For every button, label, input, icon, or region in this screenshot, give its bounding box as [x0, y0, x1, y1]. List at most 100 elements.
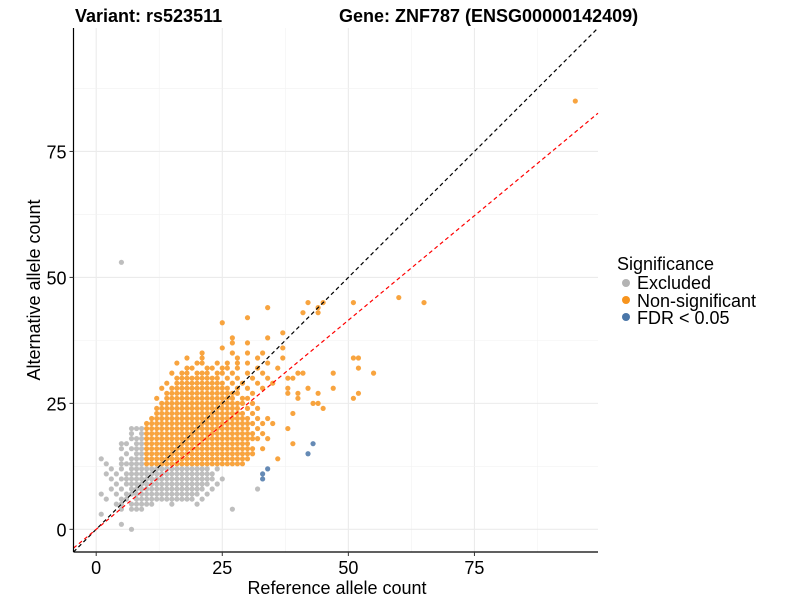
data-point — [239, 410, 246, 417]
data-point — [98, 456, 104, 462]
data-point — [118, 456, 125, 462]
data-point — [209, 390, 215, 396]
data-point — [199, 486, 205, 492]
data-point — [133, 456, 140, 462]
data-point — [174, 415, 180, 422]
data-point — [123, 441, 130, 447]
x-tick-label: 0 — [91, 558, 101, 578]
data-point — [229, 446, 235, 452]
data-point — [169, 420, 175, 427]
data-point — [249, 436, 256, 442]
data-point — [224, 446, 230, 452]
data-point — [275, 365, 281, 371]
data-point — [128, 506, 135, 512]
data-point — [244, 415, 251, 422]
data-point — [179, 471, 185, 477]
data-point — [204, 430, 210, 437]
data-point — [300, 370, 306, 376]
data-point — [214, 385, 220, 391]
data-point — [244, 405, 251, 412]
data-point — [350, 395, 357, 401]
data-point — [209, 395, 215, 401]
data-point — [209, 441, 215, 447]
data-point — [149, 420, 155, 427]
data-point — [219, 425, 225, 432]
data-point — [138, 466, 145, 472]
data-point — [224, 430, 230, 437]
data-point — [244, 441, 251, 447]
data-point — [194, 370, 200, 376]
data-point — [174, 395, 180, 401]
data-point — [305, 451, 311, 457]
points-layer — [98, 98, 578, 532]
data-point — [118, 259, 125, 265]
data-point — [169, 486, 175, 492]
data-point — [133, 451, 140, 457]
data-point — [199, 461, 205, 467]
data-point — [260, 350, 266, 356]
series-excluded — [98, 259, 261, 532]
data-point — [234, 390, 241, 396]
data-point — [199, 380, 205, 386]
data-point — [199, 390, 205, 396]
data-point — [209, 405, 215, 412]
data-point — [199, 370, 205, 376]
data-point — [239, 436, 246, 442]
data-point — [133, 436, 140, 442]
data-point — [189, 420, 195, 427]
data-point — [164, 476, 170, 482]
data-point — [159, 400, 165, 406]
data-point — [184, 456, 190, 462]
data-point — [184, 476, 190, 482]
data-point — [159, 425, 165, 432]
data-point — [128, 430, 135, 437]
data-point — [204, 385, 210, 391]
data-point — [214, 481, 220, 487]
data-point — [113, 491, 119, 497]
data-point — [219, 456, 225, 462]
data-point — [154, 441, 160, 447]
data-point — [154, 420, 160, 427]
data-point — [209, 375, 215, 381]
data-point — [234, 446, 241, 452]
data-point — [199, 441, 205, 447]
data-point — [149, 425, 155, 432]
data-point — [204, 461, 210, 467]
data-point — [194, 451, 200, 457]
data-point — [254, 380, 261, 386]
data-point — [239, 461, 246, 467]
data-point — [244, 420, 251, 427]
data-point — [204, 405, 210, 412]
data-point — [154, 410, 160, 417]
data-point — [159, 486, 165, 492]
data-point — [174, 471, 180, 477]
data-point — [295, 370, 301, 376]
data-point — [219, 415, 225, 422]
data-point — [154, 491, 160, 497]
data-point — [199, 350, 205, 356]
data-point — [355, 390, 362, 396]
data-point — [194, 501, 200, 507]
data-point — [164, 491, 170, 497]
data-point — [194, 430, 200, 437]
data-point — [229, 335, 235, 341]
data-point — [239, 451, 246, 457]
data-point — [209, 415, 215, 422]
reference-line-fit — [73, 112, 599, 549]
data-point — [229, 420, 235, 427]
data-point — [184, 355, 190, 361]
data-point — [159, 496, 165, 502]
data-point — [249, 390, 256, 396]
data-point — [154, 425, 160, 432]
data-point — [133, 481, 140, 487]
data-point — [355, 355, 362, 361]
data-point — [144, 461, 150, 467]
data-point — [219, 430, 225, 437]
data-point — [224, 441, 230, 447]
data-point — [244, 456, 251, 462]
data-point — [164, 410, 170, 417]
data-point — [138, 425, 145, 432]
data-point — [133, 471, 140, 477]
title-variant: Variant: rs523511 — [75, 6, 222, 26]
data-point — [159, 471, 165, 477]
